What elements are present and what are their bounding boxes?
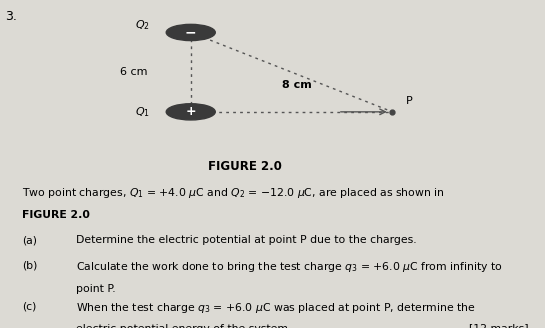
- Text: 8 cm: 8 cm: [282, 80, 312, 90]
- Text: 3.: 3.: [5, 10, 17, 23]
- Text: point P.: point P.: [76, 284, 116, 294]
- Text: (b): (b): [22, 260, 37, 270]
- Text: +: +: [185, 105, 196, 118]
- Text: $\mathit{Q}_1$: $\mathit{Q}_1$: [135, 105, 150, 119]
- Text: FIGURE 2.0: FIGURE 2.0: [208, 160, 282, 173]
- Text: −: −: [185, 26, 197, 39]
- Circle shape: [166, 104, 215, 120]
- Text: When the test charge $q_3$ = +6.0 $\mu$C was placed at point P, determine the: When the test charge $q_3$ = +6.0 $\mu$C…: [76, 301, 476, 316]
- Text: electric potential energy of the system.: electric potential energy of the system.: [76, 323, 292, 328]
- Text: P: P: [406, 96, 413, 106]
- Text: [12 marks]: [12 marks]: [469, 323, 529, 328]
- Text: Two point charges, $Q_1$ = +4.0 $\mu$C and $Q_2$ = $-$12.0 $\mu$C, are placed as: Two point charges, $Q_1$ = +4.0 $\mu$C a…: [22, 186, 445, 200]
- Text: (a): (a): [22, 235, 37, 245]
- Text: Determine the electric potential at point P due to the charges.: Determine the electric potential at poin…: [76, 235, 417, 245]
- Circle shape: [166, 24, 215, 41]
- Text: FIGURE 2.0: FIGURE 2.0: [22, 210, 90, 220]
- Text: Calculate the work done to bring the test charge $q_3$ = +6.0 $\mu$C from infini: Calculate the work done to bring the tes…: [76, 260, 503, 274]
- Text: 6 cm: 6 cm: [120, 67, 147, 77]
- Text: (c): (c): [22, 301, 36, 311]
- Text: $\mathit{Q}_2$: $\mathit{Q}_2$: [135, 18, 150, 32]
